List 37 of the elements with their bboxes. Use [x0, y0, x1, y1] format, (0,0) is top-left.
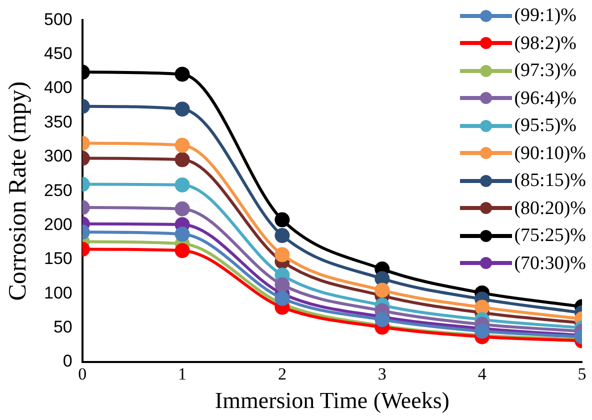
legend-label: (96:4)% — [514, 86, 576, 110]
y-tick-label: 150 — [44, 249, 72, 268]
point — [274, 212, 290, 228]
y-tick-label: 250 — [44, 180, 72, 200]
point — [374, 282, 390, 298]
legend-label: (98:2)% — [514, 32, 576, 56]
x-tick-label: 0 — [78, 364, 87, 384]
x-tick-label: 4 — [478, 364, 487, 384]
y-tick-label: 0 — [62, 352, 72, 371]
legend-label: (75:25)% — [514, 224, 586, 248]
point — [274, 277, 290, 292]
x-tick-label: 2 — [278, 364, 286, 384]
legend-label: (80:20)% — [514, 196, 586, 220]
point — [374, 312, 390, 328]
legend-label: (95:5)% — [514, 114, 576, 138]
y-tick-label: 350 — [44, 112, 72, 132]
x-axis-title: Immersion Time (Weeks) — [214, 388, 450, 414]
point — [274, 247, 290, 262]
legend-label: (97:3)% — [514, 59, 576, 83]
point — [374, 271, 390, 286]
legend-label: (90:10)% — [514, 142, 586, 166]
y-tick-label: 100 — [44, 283, 72, 302]
y-tick-label: 50 — [53, 318, 72, 337]
y-tick-label: 400 — [44, 78, 72, 98]
y-axis-title: Corrosion Rate (mpy) — [4, 81, 32, 301]
legend-label: (99:1)% — [514, 4, 576, 28]
y-tick-label: 300 — [44, 146, 72, 166]
y-tick-label: 450 — [44, 44, 72, 64]
legend-label: (70:30)% — [514, 252, 586, 276]
legend-label: (85:15)% — [514, 169, 586, 193]
x-tick-label: 3 — [378, 364, 386, 384]
y-tick-label: 500 — [44, 10, 72, 29]
x-tick-label: 5 — [578, 364, 586, 384]
point — [274, 228, 290, 244]
y-tick-label: 200 — [44, 214, 72, 234]
x-tick-label: 1 — [178, 364, 187, 384]
point — [274, 290, 290, 306]
